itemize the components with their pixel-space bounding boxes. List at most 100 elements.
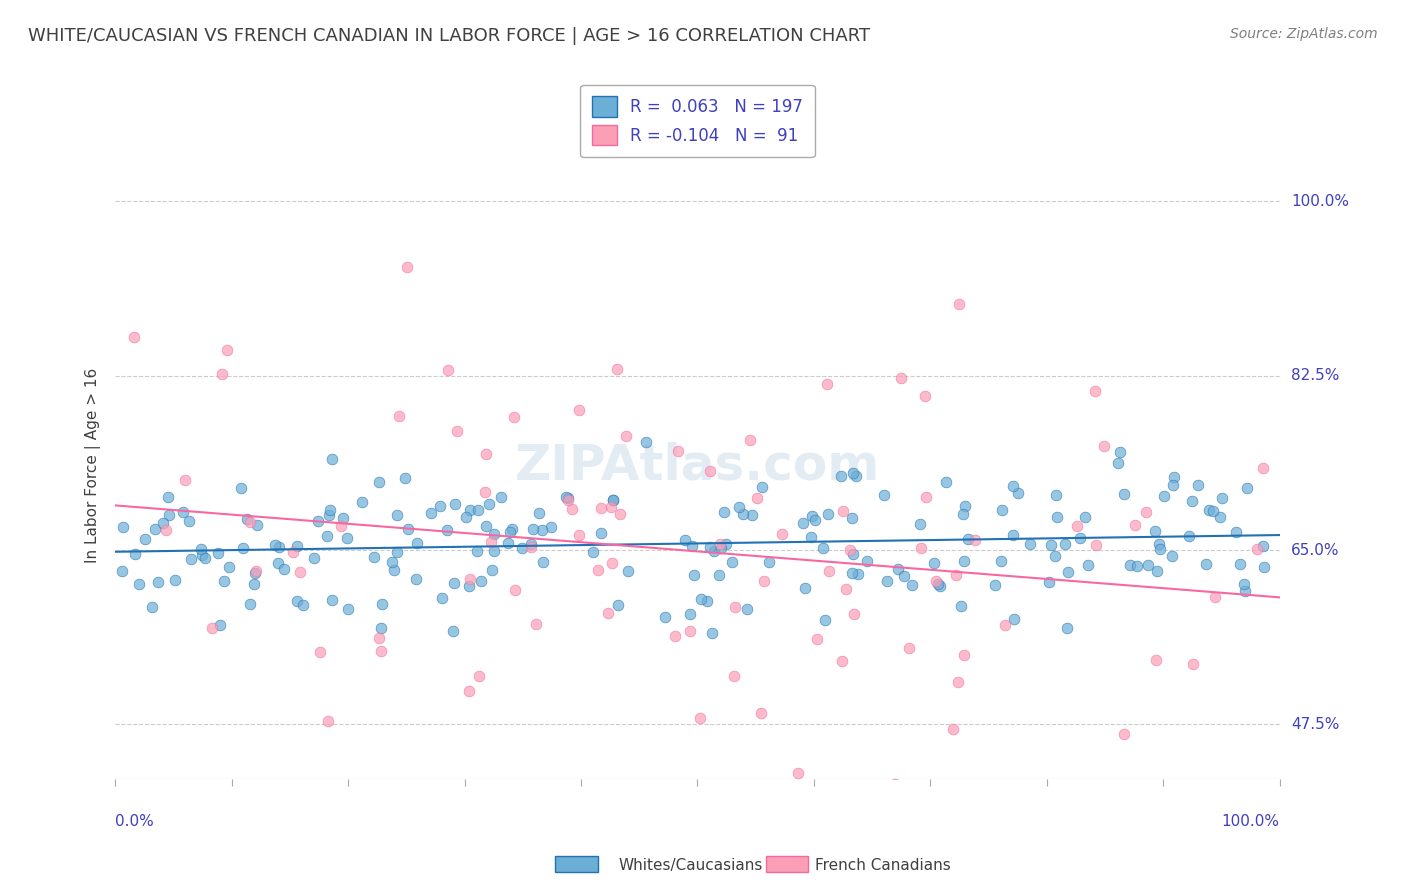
Point xyxy=(211,368,233,382)
Point xyxy=(689,591,711,606)
Point xyxy=(291,598,314,612)
Point xyxy=(557,491,579,505)
Point xyxy=(830,468,852,483)
Point xyxy=(194,550,217,565)
Point xyxy=(1018,537,1040,551)
Point xyxy=(914,389,936,403)
Point xyxy=(1251,539,1274,553)
Point xyxy=(156,490,179,504)
Point xyxy=(600,500,623,515)
Point xyxy=(723,599,745,614)
Point xyxy=(873,488,896,502)
Point xyxy=(1112,487,1135,501)
Point xyxy=(945,568,967,582)
Point xyxy=(602,492,624,507)
Point xyxy=(846,566,869,581)
Point xyxy=(1092,439,1115,453)
Point xyxy=(609,507,631,521)
Point xyxy=(1177,529,1199,543)
Point xyxy=(735,602,758,616)
Point xyxy=(606,362,628,376)
Point xyxy=(935,475,957,490)
Point xyxy=(952,507,974,521)
Point xyxy=(503,582,526,597)
Point xyxy=(146,575,169,590)
Point xyxy=(1225,524,1247,539)
Point xyxy=(614,429,637,443)
Point xyxy=(232,541,254,556)
Point xyxy=(1144,653,1167,667)
Point xyxy=(747,491,769,505)
Point xyxy=(332,511,354,525)
Text: 0.0%: 0.0% xyxy=(115,814,153,830)
Point xyxy=(804,513,827,527)
Point xyxy=(468,669,491,683)
Point xyxy=(927,577,949,591)
Point xyxy=(818,564,841,578)
Point xyxy=(942,722,965,736)
Point xyxy=(1233,584,1256,599)
Point xyxy=(568,403,591,417)
Point xyxy=(363,549,385,564)
Point xyxy=(1004,612,1026,626)
Point xyxy=(273,562,295,576)
Point xyxy=(1040,538,1063,552)
Point xyxy=(385,508,408,523)
Point xyxy=(948,297,970,311)
Point xyxy=(990,554,1012,568)
Point xyxy=(591,526,613,541)
Point xyxy=(946,675,969,690)
Point xyxy=(478,497,501,511)
Point xyxy=(236,511,259,525)
Point xyxy=(683,568,706,582)
Point xyxy=(1153,489,1175,503)
Point xyxy=(519,537,541,551)
Point xyxy=(1146,564,1168,578)
Point xyxy=(215,343,238,357)
Point xyxy=(458,579,481,593)
Point xyxy=(928,579,950,593)
Point xyxy=(654,609,676,624)
Point xyxy=(395,260,418,274)
Point xyxy=(1147,537,1170,551)
Point xyxy=(842,547,865,561)
Point xyxy=(666,444,689,458)
Point xyxy=(561,502,583,516)
Point xyxy=(307,514,329,528)
Point xyxy=(582,544,605,558)
Point xyxy=(479,535,502,549)
Text: 65.0%: 65.0% xyxy=(1291,542,1340,558)
Point xyxy=(887,562,910,576)
Point xyxy=(405,572,427,586)
Point xyxy=(540,519,562,533)
Point xyxy=(1149,541,1171,556)
Point xyxy=(792,516,814,530)
Point xyxy=(533,555,555,569)
Point xyxy=(1187,478,1209,492)
Point xyxy=(814,613,837,627)
Point xyxy=(173,473,195,487)
Point xyxy=(190,541,212,556)
Point xyxy=(370,643,392,657)
Point xyxy=(264,538,287,552)
Point xyxy=(370,621,392,635)
Point xyxy=(949,599,972,613)
Point xyxy=(432,591,454,605)
Point xyxy=(616,564,638,578)
Point xyxy=(218,560,240,574)
Point xyxy=(1209,509,1232,524)
Text: Source: ZipAtlas.com: Source: ZipAtlas.com xyxy=(1230,27,1378,41)
Point xyxy=(1161,478,1184,492)
Point xyxy=(180,551,202,566)
Point xyxy=(522,522,544,536)
Point xyxy=(443,575,465,590)
Point xyxy=(458,572,481,586)
Point xyxy=(474,485,496,500)
Point xyxy=(842,466,865,480)
Point xyxy=(352,495,374,509)
Point xyxy=(454,509,477,524)
Point xyxy=(1202,504,1225,518)
Point xyxy=(721,555,744,569)
Point xyxy=(405,536,427,550)
Point xyxy=(801,508,824,523)
